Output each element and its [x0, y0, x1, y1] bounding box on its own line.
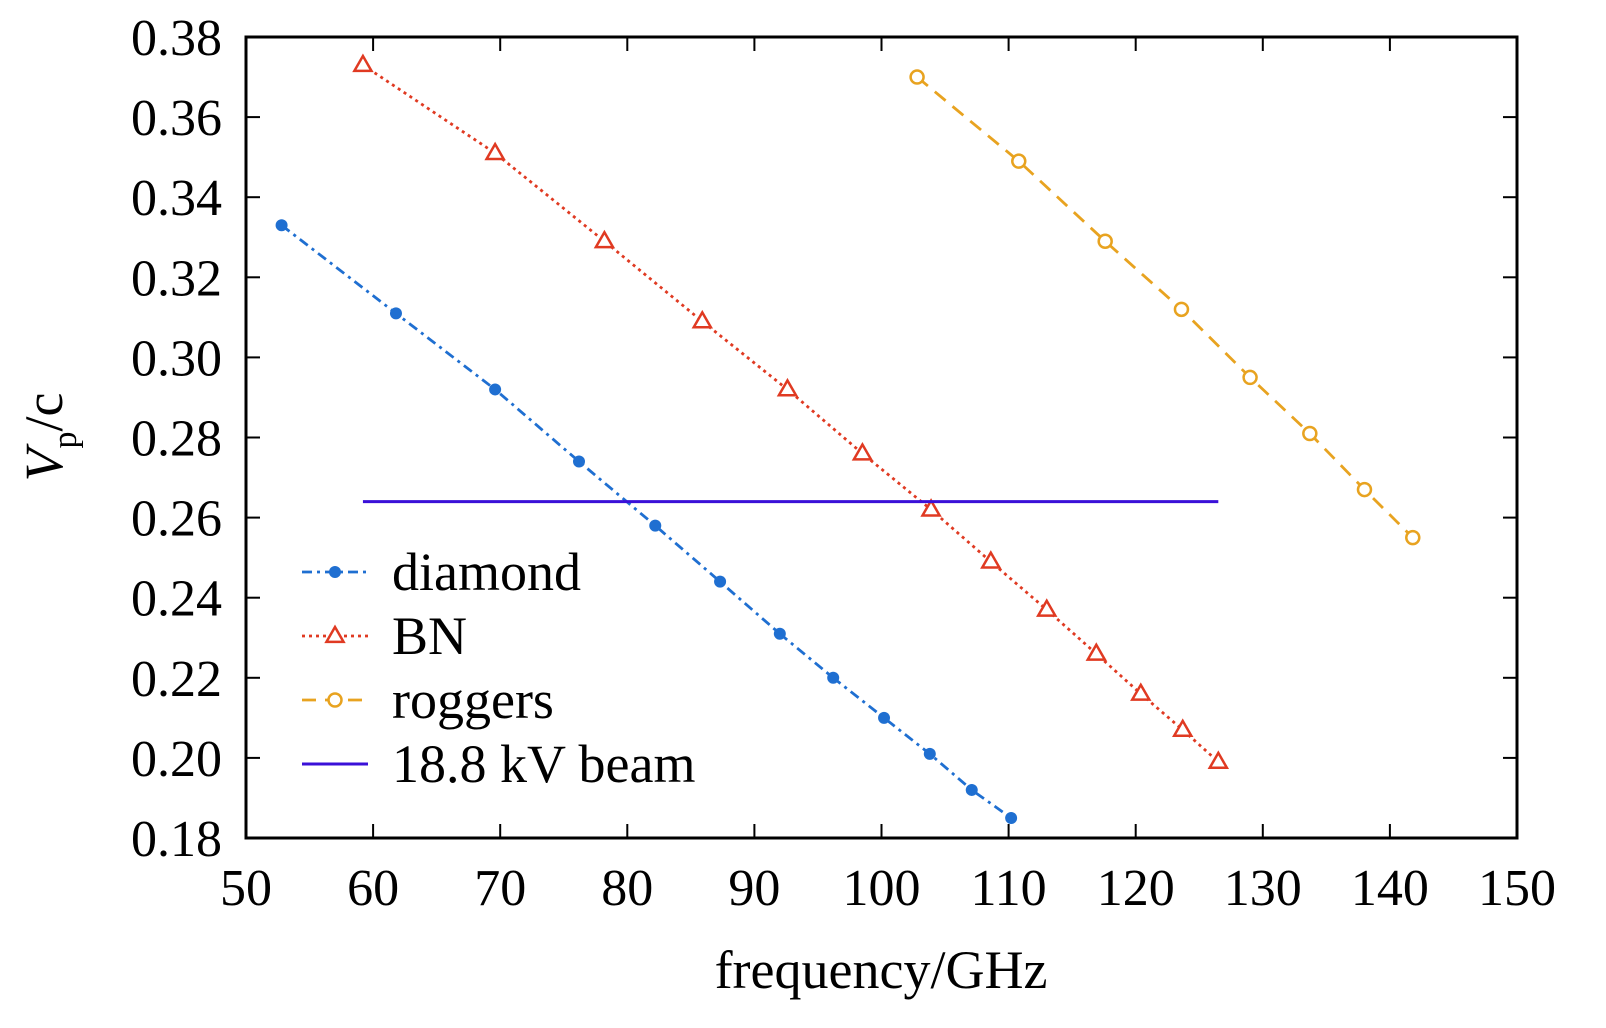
x-tick-label: 140: [1351, 860, 1429, 917]
legend-entry-roggers: roggers: [302, 670, 554, 730]
series-layer: [275, 53, 1421, 824]
data-point-bn: [484, 141, 506, 161]
data-point-diamond: [714, 575, 727, 588]
x-tick-label: 120: [1097, 860, 1175, 917]
x-tick-label: 90: [728, 860, 780, 917]
data-point-diamond: [773, 627, 786, 640]
data-point-diamond: [878, 711, 891, 724]
data-point-bn: [851, 442, 874, 461]
data-point-bn: [352, 53, 374, 73]
data-point-diamond: [965, 783, 978, 796]
legend-entry-diamond: diamond: [302, 542, 581, 602]
y-tick-label: 0.20: [131, 731, 222, 788]
y-axis-title-rest: /c: [14, 393, 74, 432]
data-point-roggers: [1356, 481, 1373, 498]
series-line-diamond: [280, 224, 1012, 820]
legend-marker: [324, 624, 346, 644]
data-point-diamond: [1005, 811, 1018, 824]
x-tick-label: 70: [474, 860, 526, 917]
legend-label: BN: [392, 606, 467, 666]
data-point-diamond: [649, 519, 662, 532]
data-point-bn: [1172, 718, 1194, 737]
data-point-diamond: [489, 383, 502, 396]
x-tick-label: 110: [971, 860, 1047, 917]
data-point-roggers: [909, 69, 925, 85]
x-tick-label: 150: [1478, 860, 1556, 917]
series-roggers: [909, 69, 1421, 546]
y-tick-label: 0.38: [131, 10, 222, 67]
data-point-bn: [1130, 682, 1152, 701]
y-tick-label: 0.28: [131, 411, 222, 468]
series-line-roggers: [916, 75, 1414, 539]
y-tick-label: 0.36: [131, 90, 222, 147]
data-point-bn: [1085, 642, 1108, 661]
y-tick-label: 0.22: [131, 651, 222, 708]
data-point-roggers: [1097, 233, 1113, 250]
data-point-diamond: [389, 307, 402, 320]
y-tick-label: 0.18: [131, 811, 222, 868]
y-tick-label: 0.26: [131, 491, 222, 548]
data-point-bn: [920, 498, 942, 517]
y-tick-label: 0.34: [131, 170, 222, 227]
series-diamond: [275, 219, 1018, 824]
series-bn: [352, 53, 1230, 770]
ticks-layer: 50 60 70 80 90 100 110 120 130 140 150 0.18 0.20 0.22…: [131, 10, 1556, 917]
y-tick-label: 0.32: [131, 250, 222, 307]
data-point-diamond: [923, 747, 936, 760]
data-point-roggers: [1011, 153, 1027, 169]
data-point-bn: [776, 377, 799, 397]
legend-marker: [329, 566, 341, 578]
legend-marker: [327, 692, 343, 708]
data-point-roggers: [1242, 369, 1258, 386]
legend-entry-bn: BN: [302, 606, 467, 666]
x-tick-label: 100: [843, 860, 921, 917]
data-point-diamond: [573, 455, 586, 468]
x-tick-label: 60: [347, 860, 399, 917]
x-tick-label: 130: [1224, 860, 1302, 917]
y-tick-label: 0.30: [131, 330, 222, 387]
legend-label: diamond: [392, 542, 581, 602]
x-tick-label: 50: [220, 860, 272, 917]
legend-entry-18-8-kv-beam: 18.8 kV beam: [302, 734, 695, 794]
data-point-bn: [593, 229, 616, 249]
data-point-bn: [1036, 598, 1058, 617]
x-tick-label: 80: [601, 860, 653, 917]
y-axis-title-sub: p: [47, 431, 84, 448]
data-point-roggers: [1173, 301, 1190, 318]
data-point-bn: [691, 309, 714, 329]
data-point-roggers: [1405, 529, 1421, 546]
data-point-diamond: [275, 219, 288, 232]
y-tick-label: 0.24: [131, 571, 222, 628]
y-axis-title-main: V: [14, 442, 74, 481]
legend-label: 18.8 kV beam: [392, 734, 695, 794]
data-point-bn: [980, 550, 1002, 569]
legend-label: roggers: [392, 670, 554, 730]
y-axis-title: Vp/c: [14, 393, 84, 482]
data-point-bn: [1207, 750, 1230, 770]
data-point-diamond: [827, 671, 840, 684]
data-point-roggers: [1302, 425, 1318, 442]
x-axis-title: frequency/GHz: [715, 940, 1048, 1000]
